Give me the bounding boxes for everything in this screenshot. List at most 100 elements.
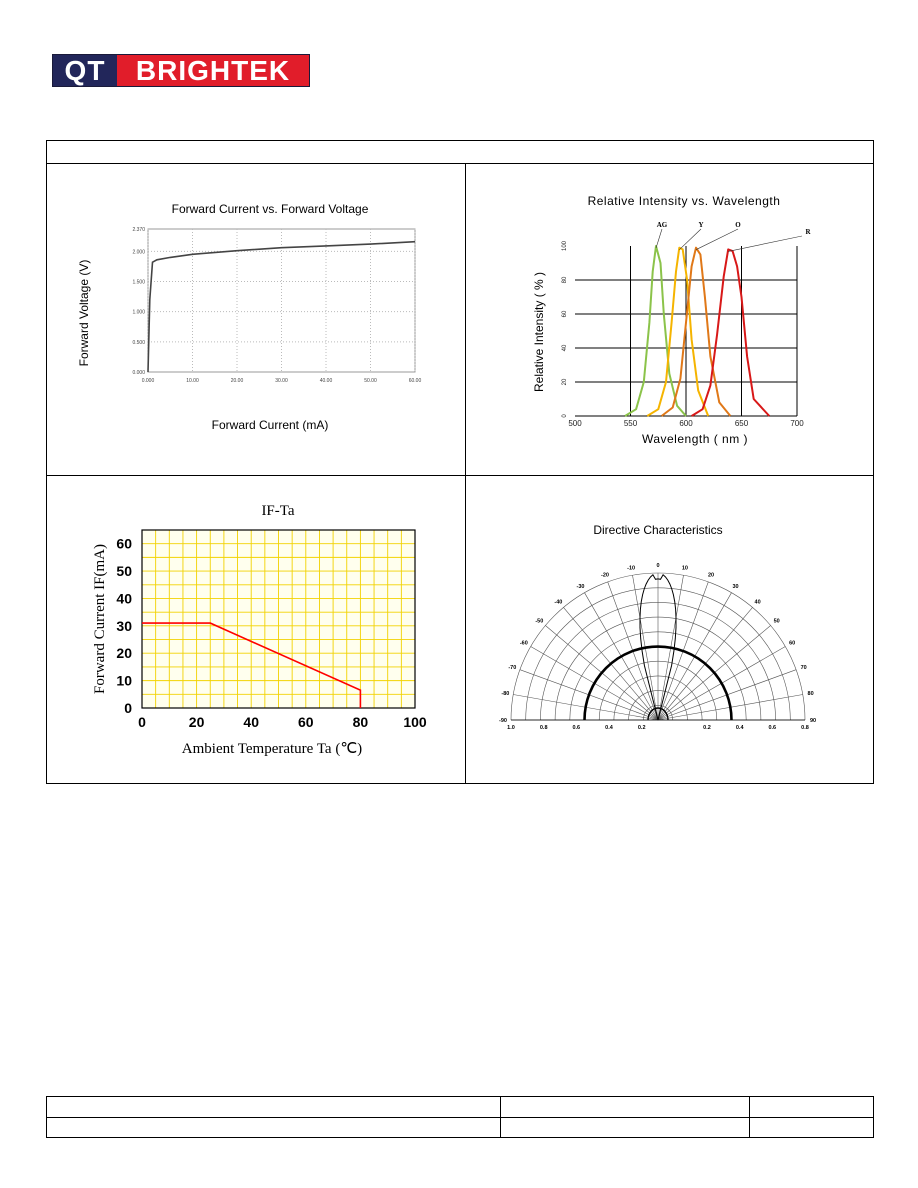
y-axis-label: Relative Intensity ( % ) bbox=[532, 272, 546, 392]
y-tick-label: 80 bbox=[562, 276, 568, 283]
y-tick-label: 0.000 bbox=[132, 370, 145, 376]
angle-label: -70 bbox=[508, 665, 516, 671]
y-tick-label: 1.500 bbox=[132, 279, 145, 285]
footer-row-divider bbox=[47, 1117, 873, 1118]
angle-label: 30 bbox=[732, 584, 738, 590]
angle-label: 0 bbox=[656, 563, 659, 569]
x-tick-label: 650 bbox=[735, 419, 749, 428]
series-label-o: O bbox=[735, 221, 741, 229]
chart-title: Directive Characteristics bbox=[593, 523, 722, 537]
x-tick-label: 550 bbox=[624, 419, 638, 428]
y-tick-label: 60 bbox=[116, 536, 132, 552]
angle-label: -10 bbox=[627, 565, 635, 571]
if-ta-chart: IF-Ta 0 20 40 60 80 100 0 10 20 30 40 50 60 Ambient … bbox=[92, 503, 427, 757]
x-tick-label: 600 bbox=[679, 419, 693, 428]
x-tick-label: 0 bbox=[138, 714, 146, 730]
angle-label: 40 bbox=[755, 599, 761, 605]
y-tick-label: 2.000 bbox=[132, 249, 145, 255]
legend-leader bbox=[695, 228, 739, 250]
x-tick-label: 0.000 bbox=[142, 378, 155, 384]
chart-title: Relative Intensity vs. Wavelength bbox=[588, 194, 781, 208]
x-tick-label: 40.00 bbox=[320, 378, 333, 384]
x-axis-label: Forward Current (mA) bbox=[212, 418, 329, 432]
x-tick-label: 100 bbox=[403, 714, 427, 730]
radial-label: 0.4 bbox=[736, 725, 745, 730]
y-tick-label: 20 bbox=[562, 378, 568, 385]
logo-qt: QT bbox=[53, 55, 117, 86]
y-tick-label: 0 bbox=[562, 414, 568, 418]
derating-line bbox=[142, 622, 362, 708]
plot-border bbox=[141, 529, 416, 709]
angle-label: 70 bbox=[801, 665, 807, 671]
footer-column-divider-1 bbox=[500, 1097, 501, 1137]
angle-label: -40 bbox=[554, 599, 562, 605]
angle-label: 10 bbox=[682, 565, 688, 571]
angle-label: 90 bbox=[810, 718, 816, 724]
table-header-divider bbox=[47, 163, 873, 164]
radiation-lobe bbox=[639, 574, 677, 721]
x-tick-label: 30.00 bbox=[275, 378, 288, 384]
y-tick-label: 40 bbox=[562, 344, 568, 351]
center-marker bbox=[647, 707, 669, 721]
radial-label: 0.4 bbox=[605, 725, 614, 730]
y-tick-label: 2.370 bbox=[132, 227, 145, 233]
angle-label: 50 bbox=[774, 618, 780, 624]
x-tick-label: 80 bbox=[353, 714, 369, 730]
angle-label: -30 bbox=[577, 584, 585, 590]
x-tick-label: 60.00 bbox=[409, 378, 422, 384]
radial-label: 0.2 bbox=[638, 725, 646, 730]
series-line-y bbox=[646, 246, 710, 417]
y-tick-label: 50 bbox=[116, 563, 132, 579]
angle-label: -50 bbox=[535, 618, 543, 624]
y-tick-label: 40 bbox=[116, 590, 132, 606]
logo-brightek: BRIGHTEK bbox=[117, 55, 309, 86]
y-tick-label: 10 bbox=[116, 673, 132, 689]
footer-table bbox=[46, 1096, 874, 1138]
series-line bbox=[147, 240, 416, 373]
y-tick-label: 0.500 bbox=[132, 340, 145, 346]
angle-label: -60 bbox=[520, 641, 528, 647]
radial-label: 0.2 bbox=[703, 725, 711, 730]
radial-label: 0.8 bbox=[540, 725, 548, 730]
x-tick-label: 500 bbox=[568, 419, 582, 428]
angle-label: -90 bbox=[499, 718, 507, 724]
series-line-r bbox=[691, 248, 771, 417]
y-axis-label: Forward Current IF(mA) bbox=[92, 544, 108, 694]
relative-intensity-chart: Relative Intensity vs. Wavelength 500 550… bbox=[532, 194, 811, 446]
series-label-ag: AG bbox=[657, 221, 668, 229]
y-tick-label: 60 bbox=[562, 310, 568, 317]
angle-label: 60 bbox=[789, 641, 795, 647]
legend-leader bbox=[655, 228, 663, 249]
y-axis-label: Forward Voltage (V) bbox=[77, 260, 91, 367]
x-tick-label: 60 bbox=[298, 714, 314, 730]
x-tick-label: 20.00 bbox=[231, 378, 244, 384]
y-tick-label: 0 bbox=[124, 700, 132, 716]
table-row-divider bbox=[47, 475, 873, 476]
x-tick-label: 50.00 bbox=[364, 378, 377, 384]
forward-voltage-chart: Forward Current vs. Forward Voltage 0.00… bbox=[77, 202, 422, 432]
angle-label: 20 bbox=[708, 572, 714, 578]
half-intensity-ring bbox=[583, 645, 733, 721]
x-tick-label: 40 bbox=[243, 714, 259, 730]
x-tick-label: 10.00 bbox=[186, 378, 199, 384]
directive-characteristics-chart: Directive Characteristics 0 -10 10 -20 20 -30… bbox=[499, 523, 816, 730]
series-line-o bbox=[660, 246, 732, 417]
x-axis-label: Ambient Temperature Ta (℃) bbox=[182, 741, 362, 757]
company-logo: QT BRIGHTEK bbox=[52, 54, 310, 87]
x-tick-label: 700 bbox=[790, 419, 804, 428]
chart-title: IF-Ta bbox=[261, 503, 294, 519]
y-tick-label: 100 bbox=[562, 240, 568, 251]
legend-leader bbox=[679, 228, 702, 250]
y-tick-label: 1.000 bbox=[132, 310, 145, 316]
y-tick-label: 20 bbox=[116, 645, 132, 661]
series-label-y: Y bbox=[698, 221, 703, 229]
angle-label: -80 bbox=[501, 691, 509, 697]
angle-label: 80 bbox=[808, 691, 814, 697]
radial-label: 0.6 bbox=[768, 725, 776, 730]
y-tick-label: 30 bbox=[116, 618, 132, 634]
radial-label: 0.8 bbox=[801, 725, 809, 730]
series-line-ag bbox=[624, 245, 687, 417]
plot-area bbox=[147, 228, 416, 373]
angle-label: -20 bbox=[601, 572, 609, 578]
radial-label: 1.0 bbox=[507, 725, 515, 730]
